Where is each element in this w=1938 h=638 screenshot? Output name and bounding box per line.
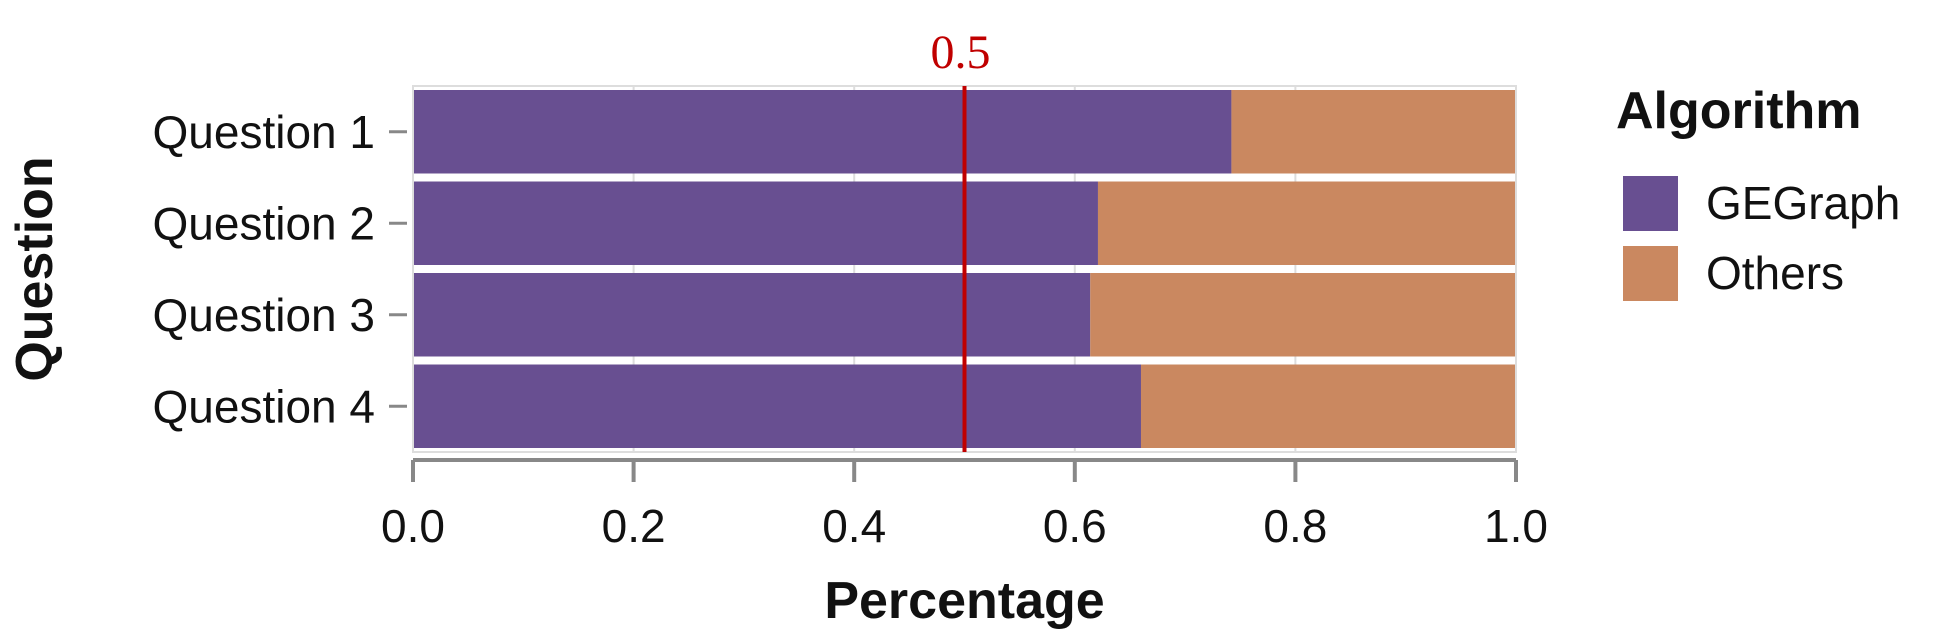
x-tick-label: 0.4 xyxy=(822,500,886,552)
bar-others-4 xyxy=(1140,364,1516,448)
x-tick-label: 0.2 xyxy=(602,500,666,552)
x-axis: 0.0 0.2 0.4 0.6 0.8 1.0 xyxy=(381,458,1548,552)
bar-others-2 xyxy=(1097,181,1516,265)
reference-line-label: 0.5 xyxy=(931,26,991,79)
y-tick-label: Question 1 xyxy=(153,106,375,158)
y-axis: Question 1 Question 2 Question 3 Question 4 xyxy=(153,106,407,432)
reference-line-group: 0.5 xyxy=(931,26,991,452)
y-tick-label: Question 4 xyxy=(153,380,375,432)
y-axis-title: Question xyxy=(6,156,64,381)
x-tick-label: 0.8 xyxy=(1263,500,1327,552)
bar-gegraph-3 xyxy=(413,273,1091,357)
legend-label-gegraph: GEGraph xyxy=(1706,177,1900,229)
bar-others-3 xyxy=(1090,273,1516,357)
x-tick-label: 0.0 xyxy=(381,500,445,552)
legend-title: Algorithm xyxy=(1616,82,1862,140)
bar-gegraph-4 xyxy=(413,364,1141,448)
bar-gegraph-2 xyxy=(413,181,1098,265)
legend-label-others: Others xyxy=(1706,247,1844,299)
y-tick-label: Question 3 xyxy=(153,289,375,341)
y-tick-label: Question 2 xyxy=(153,197,375,249)
legend-swatch-gegraph xyxy=(1623,176,1678,231)
x-tick-label: 1.0 xyxy=(1484,500,1548,552)
x-axis-title: Percentage xyxy=(824,572,1104,630)
bar-gegraph-1 xyxy=(413,90,1232,174)
legend-swatch-others xyxy=(1623,246,1678,301)
legend: Algorithm GEGraph Others xyxy=(1616,82,1900,301)
x-tick-label: 0.6 xyxy=(1043,500,1107,552)
bar-others-1 xyxy=(1231,90,1516,174)
bars xyxy=(413,90,1516,448)
